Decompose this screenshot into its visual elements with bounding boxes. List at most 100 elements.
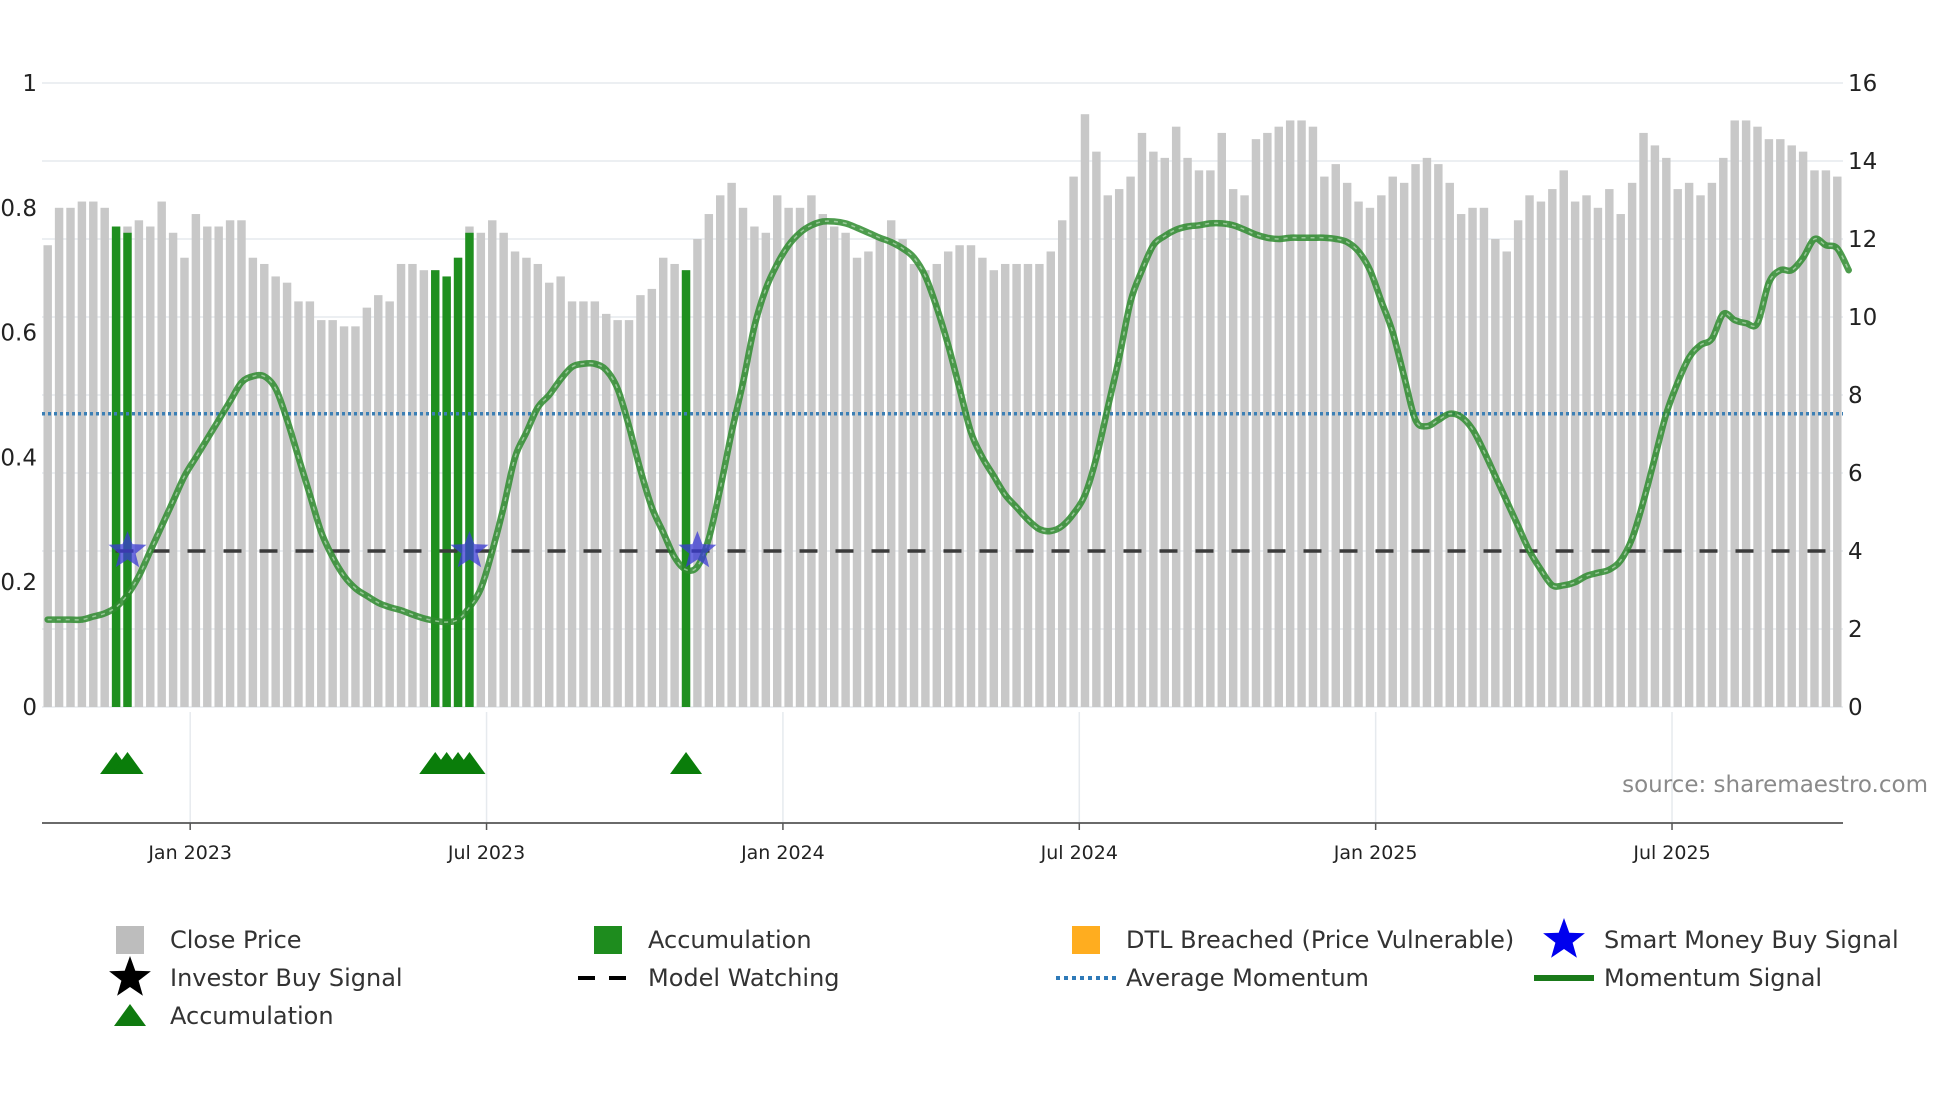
source-label: source: sharemaestro.com [1622,772,1928,798]
close-price-bar [328,320,337,707]
close-price-bar [476,232,486,707]
legend-label: Accumulation [170,1002,334,1030]
close-price-bar [89,201,98,707]
legend-swatch [594,926,622,954]
close-price-bar [1411,164,1420,707]
close-price-bar [1274,126,1283,708]
close-price-bar [1821,170,1831,708]
legend-item: Accumulation [114,1002,334,1030]
right-axis-tick-label: 10 [1848,305,1877,331]
legend-star-icon [109,956,151,996]
close-price-bar [1696,195,1705,707]
close-price-bar [704,214,714,708]
close-price-bar [1365,207,1375,708]
close-price-bar [351,326,360,707]
close-price-bar [385,301,394,707]
close-price-bar [488,220,497,707]
close-price-bar [157,201,166,707]
legend-item: Model Watching [578,964,840,992]
accumulation-triangle [670,752,703,774]
close-price-bar [248,257,258,707]
close-price-bar [499,232,508,707]
close-price-bar [1023,263,1033,707]
close-price-bar [1114,189,1124,707]
close-price-bar [1171,126,1181,708]
accumulation-bar [123,232,132,707]
legend-label: Model Watching [648,964,840,992]
accumulation-triangle [453,752,486,774]
close-price-bar [624,320,634,707]
left-axis-tick-label: 0.6 [0,321,37,347]
close-price-bar [807,195,816,707]
close-price-bar [932,263,942,707]
close-price-bar [716,195,725,707]
close-price-bar [1092,151,1101,707]
legend-label: Accumulation [648,926,812,954]
x-axis-tick-label: Jan 2024 [740,842,825,864]
close-price-bar [237,220,246,707]
close-price-bar [1194,170,1204,708]
close-price-bar [943,251,953,708]
momentum-signal-layer [44,217,1852,626]
close-price-bar [1160,157,1169,707]
close-price-bar [1228,189,1238,707]
close-price-bar [841,232,850,707]
close-price-bar [419,270,429,707]
close-price-bar [396,263,406,707]
close-price-bar [602,313,611,707]
close-price-bar [545,282,554,707]
close-price-bar [1605,189,1614,707]
close-price-bar [1616,214,1625,708]
smart-money-buy-star [108,531,147,568]
legend-item: Accumulation [594,926,812,954]
close-price-bar [1833,176,1842,708]
legend-item: Smart Money Buy Signal [1543,918,1899,958]
close-price-bar [1057,220,1067,707]
close-price-bar [784,207,793,708]
close-price-bar [1719,157,1728,707]
momentum-signal-highlight [47,220,1850,623]
legend-item: Momentum Signal [1534,964,1822,992]
close-price-bar [1456,214,1466,708]
close-price-bar [317,320,326,707]
close-price-bar [670,263,679,707]
close-price-bar [100,207,109,708]
accumulation-triangles [100,752,703,774]
close-price-bar [1468,207,1477,708]
close-price-bar [1422,157,1432,707]
close-price-bar [818,214,828,708]
close-price-bar [1206,170,1215,708]
close-price-bar [1331,164,1340,707]
close-price-bar [146,226,155,707]
accumulation-triangle [111,752,144,774]
close-price-bar [1787,145,1796,707]
right-axis-tick-label: 14 [1848,149,1877,175]
close-price-bar [1810,170,1819,708]
close-price-bar [738,207,748,708]
close-price-bar [1308,126,1318,708]
legend-item: Average Momentum [1056,964,1369,992]
legend-label: Smart Money Buy Signal [1604,926,1899,954]
close-price-bar [590,301,600,707]
smart-money-buy-star [450,531,489,568]
legend-item: Close Price [116,926,302,954]
close-price-bar [282,282,292,707]
legend-label: Investor Buy Signal [170,964,403,992]
close-price-bar [1137,132,1147,708]
close-price-bar [795,207,805,708]
close-price-bar [1593,207,1603,708]
smart-money-buy-star [678,531,717,568]
close-price-bar [1570,201,1580,707]
close-price-bar [1764,139,1774,707]
close-price-bar [750,226,759,707]
legend: Close Price Accumulation DTL Breached (Pri… [109,918,1899,1030]
accumulation-bar [442,276,451,707]
close-price-bar [1046,251,1056,708]
close-price-bar [54,207,64,708]
close-price-bar [1149,151,1158,707]
close-price-bar [1399,182,1409,708]
smart-money-stars [108,531,717,568]
close-price-bar [966,245,976,708]
right-axis-tick-label: 8 [1848,383,1863,409]
